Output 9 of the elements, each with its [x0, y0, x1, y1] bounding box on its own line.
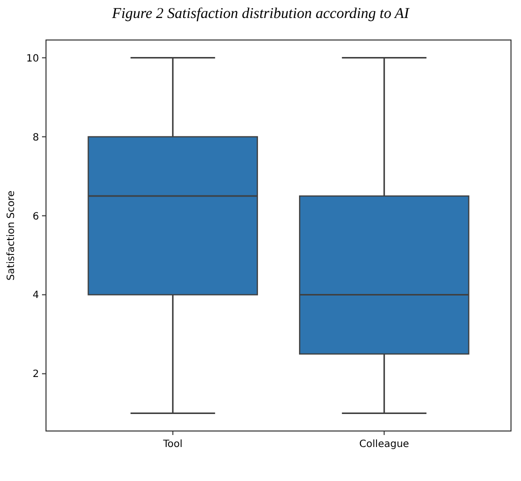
y-tick-label: 4 — [32, 290, 39, 302]
y-axis-title: Satisfaction Score — [6, 190, 17, 280]
x-tick-label: Tool — [162, 439, 183, 450]
y-tick-label: 6 — [32, 211, 39, 222]
y-tick-label: 8 — [32, 132, 39, 144]
chart-title: Figure 2 Satisfaction distribution according to AI — [111, 6, 410, 22]
x-tick-label: Colleague — [359, 439, 410, 450]
y-tick-label: 10 — [26, 53, 39, 64]
y-tick-label: 2 — [32, 369, 39, 380]
